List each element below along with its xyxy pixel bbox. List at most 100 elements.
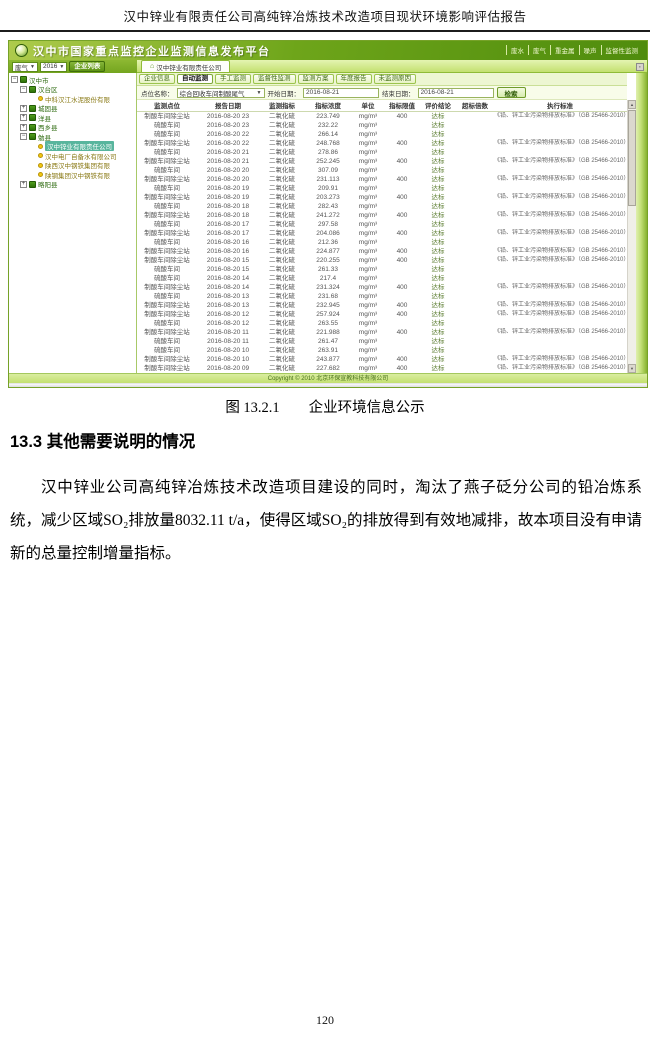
cell-limit <box>385 121 419 130</box>
banner-link[interactable]: 废气 <box>528 45 550 55</box>
tree-item[interactable]: − 汉台区 <box>10 85 135 94</box>
cell-point: 硫酸车间 <box>154 292 180 300</box>
cell-point: 硫酸车间 <box>154 130 180 138</box>
ui-body: − 汉中市 − 汉台区 中科汉江水泥股份有限 + 城固县 + 洋县 + 西乡县 − 勉县 汉中锌业有限责任… <box>9 73 647 373</box>
tree-item[interactable]: + 洋县 <box>10 113 135 123</box>
table-row: 制酸车间除尘站 2016-08-20 14 二氧化硫 231.324 mg/m³ 400 达… <box>137 283 627 292</box>
tree-expander-icon[interactable]: − <box>20 85 27 93</box>
cell-date: 2016-08-20 11 <box>207 337 249 345</box>
tree-item[interactable]: − 勉县 <box>10 132 135 142</box>
tree-expander-icon[interactable]: − <box>20 133 27 141</box>
search-button[interactable]: 检索 <box>496 87 526 98</box>
tree-item[interactable]: + 城固县 <box>10 104 135 113</box>
tree-item-label: 汉中电厂自备水有限公司 <box>45 153 117 161</box>
cell-exceed <box>457 211 493 220</box>
tree-item-label: 西乡县 <box>38 125 58 133</box>
end-date-input[interactable] <box>417 87 494 98</box>
tab-自动监测[interactable]: 自动监测 <box>177 74 213 84</box>
banner-link[interactable]: 重金属 <box>550 45 579 55</box>
toolbar-row: 废气 ▼ 2016 ▼ 企业列表 ⌂ 汉中锌业有限责任公司 ▪ <box>9 60 647 73</box>
scroll-up-icon[interactable]: ▲ <box>628 100 636 109</box>
tab-监督性监测[interactable]: 监督性监测 <box>253 74 296 84</box>
cell-limit <box>385 166 419 175</box>
tree-expander-icon[interactable]: + <box>20 180 27 188</box>
cell-value: 231.68 <box>318 292 338 300</box>
tree-item[interactable]: 陕钢集团汉中钢铁有限 <box>10 170 135 180</box>
cell-date: 2016-08-20 23 <box>206 121 250 129</box>
banner-link[interactable]: 噪声 <box>578 45 601 55</box>
cell-unit: mg/m³ <box>358 247 378 255</box>
point-name-select[interactable]: 综合回收车间制酸尾气 ▼ <box>176 87 265 98</box>
cell-value: 232.22 <box>318 121 338 129</box>
cell-exceed <box>457 292 493 301</box>
cell-date: 2016-08-20 10 <box>206 346 250 354</box>
tree-expander-icon[interactable]: + <box>20 123 27 131</box>
cell-result: 达标 <box>431 247 445 255</box>
cell-exceed <box>457 247 493 256</box>
tree-item[interactable]: 中科汉江水泥股份有限 <box>10 94 135 104</box>
scroll-down-icon[interactable]: ▼ <box>628 364 636 373</box>
tree-item[interactable]: + 略阳县 <box>10 180 135 189</box>
cell-indicator: 二氧化硫 <box>269 175 295 183</box>
table-row: 硫酸车间 2016-08-20 13 二氧化硫 231.68 mg/m³ 达标 <box>137 292 627 301</box>
table-row: 制酸车间除尘站 2016-08-20 09 二氧化硫 227.682 mg/m³ 400 达… <box>137 364 627 373</box>
tab-未监测原因[interactable]: 未监测原因 <box>373 74 416 84</box>
page-number: 120 <box>316 1013 334 1027</box>
year-select[interactable]: 2016 ▼ <box>39 61 68 72</box>
cell-unit: mg/m³ <box>358 337 378 345</box>
region-tree-sidebar: − 汉中市 − 汉台区 中科汉江水泥股份有限 + 城固县 + 洋县 + 西乡县 − 勉县 汉中锌业有限责任… <box>9 73 137 373</box>
cell-result: 达标 <box>431 238 445 246</box>
cell-indicator: 二氧化硫 <box>269 121 295 129</box>
tree-expander-icon[interactable]: − <box>11 76 18 84</box>
table-row: 制酸车间除尘站 2016-08-20 11 二氧化硫 221.988 mg/m³ 400 达… <box>137 328 627 337</box>
media-type-value: 废气 <box>15 64 28 72</box>
cell-indicator: 二氧化硫 <box>269 229 295 237</box>
banner-links: 废水 废气 重金属 噪声 监督性监测 <box>506 45 642 55</box>
cell-date: 2016-08-20 20 <box>206 175 250 183</box>
tab-年度报告[interactable]: 年度报告 <box>335 74 372 84</box>
tree-item[interactable]: 汉中电厂自备水有限公司 <box>10 151 135 161</box>
cell-standard <box>493 319 627 328</box>
tab-企业信息[interactable]: 企业信息 <box>139 74 175 84</box>
banner-link[interactable]: 监督性监测 <box>600 45 643 55</box>
enterprise-list-button[interactable]: 企业列表 <box>69 61 106 72</box>
enterprise-tab[interactable]: ⌂ 汉中锌业有限责任公司 <box>141 60 231 72</box>
tab-监测方案[interactable]: 监测方案 <box>297 74 334 84</box>
cell-indicator: 二氧化硫 <box>269 130 295 138</box>
tree-expander-icon[interactable]: + <box>20 104 27 112</box>
cell-value: 221.988 <box>316 328 340 336</box>
tree-item[interactable]: − 汉中市 <box>10 75 135 85</box>
tree-item[interactable]: 陕西汉中钢铁集团有限 <box>10 161 135 170</box>
cell-result: 达标 <box>431 364 445 372</box>
cell-unit: mg/m³ <box>358 175 378 183</box>
table-row: 制酸车间除尘站 2016-08-20 23 二氧化硫 223.749 mg/m³ 400 达… <box>137 111 627 121</box>
cell-point: 制酸车间除尘站 <box>144 256 190 264</box>
enterprise-tab-label: 汉中锌业有限责任公司 <box>156 64 222 72</box>
cell-unit: mg/m³ <box>358 256 378 264</box>
company-icon <box>38 96 43 102</box>
tab-手工监测[interactable]: 手工监测 <box>215 74 251 84</box>
banner-link[interactable]: 废水 <box>506 45 528 55</box>
cell-standard: 《铅、锌工业污染物排放标准》（GB 25466-2010）表5限值 <box>494 301 627 308</box>
tab-strip-scroll-button[interactable]: ▪ <box>636 63 644 71</box>
cell-value: 220.255 <box>316 256 340 264</box>
cell-result: 达标 <box>431 193 445 201</box>
tree-item[interactable]: + 西乡县 <box>10 123 135 133</box>
cell-standard: 《铅、锌工业污染物排放标准》（GB 25466-2010）表5限值 <box>494 328 627 335</box>
start-date-input[interactable] <box>303 87 379 98</box>
media-type-select[interactable]: 废气 ▼ <box>12 61 38 72</box>
region-icon <box>20 76 27 84</box>
cell-indicator: 二氧化硫 <box>269 202 295 210</box>
home-icon: ⌂ <box>150 63 155 70</box>
tree-item[interactable]: 汉中锌业有限责任公司 <box>10 141 135 152</box>
cell-limit <box>385 292 419 301</box>
cell-result: 达标 <box>431 337 445 345</box>
tree-expander-icon[interactable]: + <box>20 114 27 122</box>
scrollbar-thumb[interactable] <box>628 110 636 206</box>
cell-date: 2016-08-20 19 <box>206 184 250 192</box>
horizontal-scrollbar[interactable] <box>9 383 647 387</box>
table-scrollbar[interactable]: ▲ ▼ <box>627 100 636 373</box>
cell-limit: 400 <box>396 310 408 318</box>
start-date-label: 开始日期： <box>267 90 301 98</box>
